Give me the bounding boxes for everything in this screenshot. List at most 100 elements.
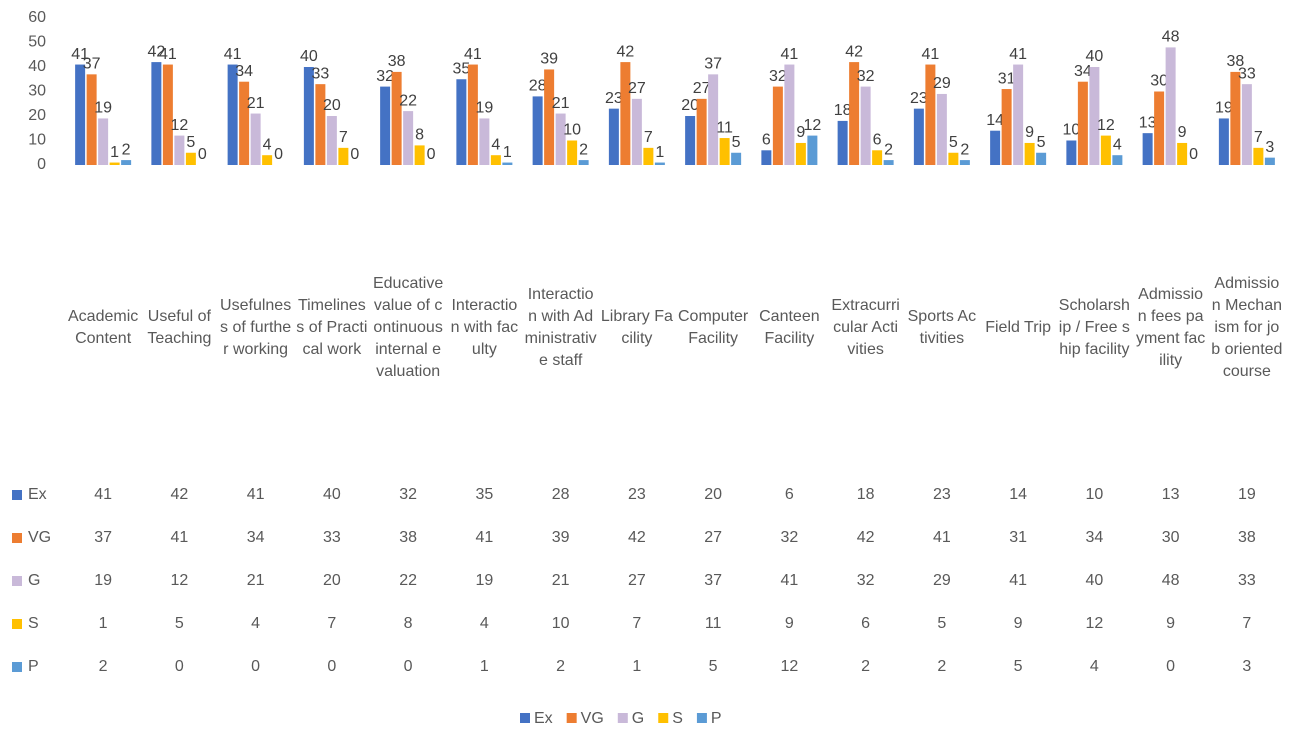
data-label: 27 xyxy=(628,80,646,97)
data-label: 1 xyxy=(655,144,664,161)
bar xyxy=(1154,91,1165,165)
table-cell: 0 xyxy=(175,658,184,675)
table-cell: 0 xyxy=(327,658,336,675)
bar xyxy=(303,67,314,165)
legend-label: G xyxy=(632,710,644,727)
data-label: 0 xyxy=(1189,146,1198,163)
data-label: 41 xyxy=(71,46,89,63)
legend-label: Ex xyxy=(534,710,553,727)
legend-label: VG xyxy=(581,710,604,727)
bar xyxy=(467,64,478,165)
table-cell: 34 xyxy=(247,529,265,546)
table-cell: 4 xyxy=(480,615,489,632)
table-cell: 22 xyxy=(399,572,417,589)
y-tick-label: 20 xyxy=(28,107,46,124)
bar xyxy=(860,86,871,165)
bar xyxy=(1013,64,1024,165)
table-legend-key xyxy=(12,619,22,629)
table-cell: 2 xyxy=(937,658,946,675)
bar xyxy=(403,111,414,165)
data-label: 3 xyxy=(1265,139,1274,156)
data-label: 38 xyxy=(1226,53,1244,70)
y-tick-label: 40 xyxy=(28,58,46,75)
data-label: 19 xyxy=(94,100,112,117)
bar xyxy=(1142,133,1153,165)
data-label: 5 xyxy=(1037,134,1046,151)
data-label: 48 xyxy=(1162,29,1180,46)
data-label: 39 xyxy=(540,51,558,68)
table-cell: 35 xyxy=(475,486,493,503)
data-label: 4 xyxy=(1113,136,1122,153)
table-cell: 19 xyxy=(475,572,493,589)
data-label: 41 xyxy=(1009,46,1027,63)
data-label: 12 xyxy=(170,117,188,134)
table-cell: 20 xyxy=(704,486,722,503)
y-tick-label: 60 xyxy=(28,9,46,26)
bar xyxy=(761,150,772,165)
legend-key xyxy=(696,713,707,723)
bar xyxy=(1077,81,1088,165)
table-cell: 5 xyxy=(1014,658,1023,675)
bar xyxy=(948,152,959,165)
legend-key xyxy=(566,713,577,723)
data-label: 28 xyxy=(529,78,547,95)
bar xyxy=(1066,140,1077,165)
data-label: 41 xyxy=(780,46,798,63)
x-tick-label: Interaction with Administrative staff xyxy=(524,285,597,369)
table-legend-label: G xyxy=(28,572,40,589)
table-cell: 23 xyxy=(933,486,951,503)
x-tick-label: Admission Mechanism for job oriented cou… xyxy=(1211,274,1283,380)
bar xyxy=(731,152,742,165)
table-cell: 41 xyxy=(933,529,951,546)
bar xyxy=(1036,152,1047,165)
data-label: 6 xyxy=(762,132,771,149)
table-cell: 7 xyxy=(1242,615,1251,632)
table-cell: 38 xyxy=(1238,529,1256,546)
bar xyxy=(1100,135,1111,165)
data-label: 31 xyxy=(998,70,1016,87)
table-cell: 41 xyxy=(780,572,798,589)
bar xyxy=(1112,155,1123,165)
table-cell: 38 xyxy=(399,529,417,546)
bar xyxy=(807,135,818,165)
table-cell: 41 xyxy=(475,529,493,546)
bar xyxy=(1001,89,1012,165)
y-tick-label: 30 xyxy=(28,83,46,100)
bar xyxy=(708,74,719,165)
table-cell: 40 xyxy=(323,486,341,503)
table-cell: 31 xyxy=(1009,529,1027,546)
table-cell: 32 xyxy=(780,529,798,546)
bar xyxy=(631,98,642,165)
bar xyxy=(1230,71,1241,165)
bar xyxy=(532,96,543,165)
bar xyxy=(685,116,696,165)
table-cell: 12 xyxy=(780,658,798,675)
x-tick-label: Educative value of continuous internal e… xyxy=(372,274,444,380)
data-label: 33 xyxy=(311,65,329,82)
table-cell: 33 xyxy=(323,529,341,546)
bar xyxy=(872,150,883,165)
data-label: 19 xyxy=(1215,100,1233,117)
table-cell: 1 xyxy=(480,658,489,675)
table-cell: 48 xyxy=(1162,572,1180,589)
data-label: 33 xyxy=(1238,65,1256,82)
bar xyxy=(925,64,936,165)
y-tick-label: 10 xyxy=(28,132,46,149)
data-label: 23 xyxy=(605,90,623,107)
table-cell: 7 xyxy=(632,615,641,632)
bar xyxy=(380,86,391,165)
data-label: 2 xyxy=(960,141,969,158)
bar xyxy=(174,135,185,165)
table-cell: 32 xyxy=(399,486,417,503)
data-label: 7 xyxy=(644,129,653,146)
table-legend-label: VG xyxy=(28,529,51,546)
table-cell: 29 xyxy=(933,572,951,589)
bar xyxy=(151,62,162,165)
bar xyxy=(391,71,402,165)
bar xyxy=(326,116,337,165)
bar xyxy=(414,145,425,165)
data-label: 42 xyxy=(845,43,863,60)
data-label: 0 xyxy=(198,146,207,163)
